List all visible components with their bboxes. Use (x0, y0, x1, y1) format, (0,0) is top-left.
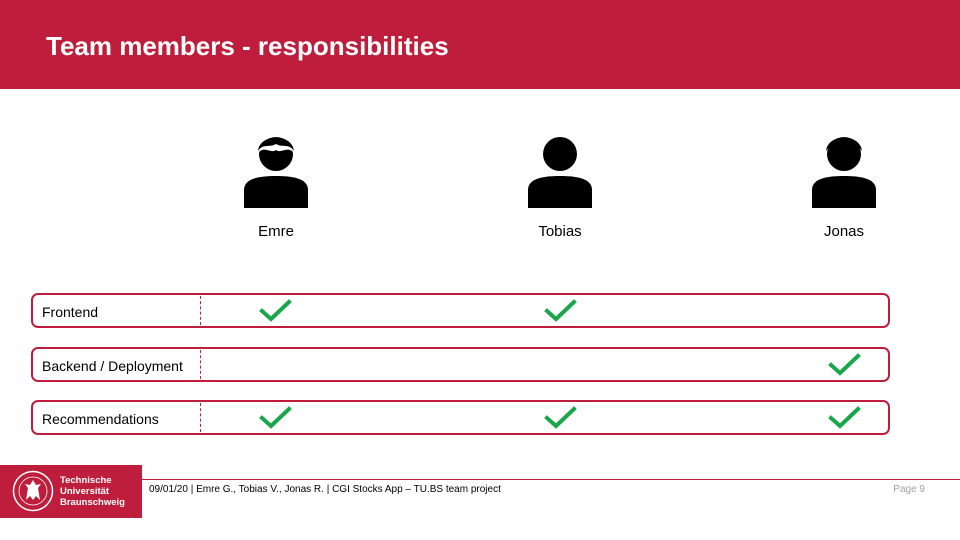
page-number: Page 9 (893, 484, 925, 495)
row-divider (200, 296, 201, 325)
responsibility-label: Recommendations (42, 411, 159, 427)
responsibility-row-frontend: Frontend (31, 293, 890, 328)
checkmark-icon (544, 406, 577, 429)
checkmark-icon (259, 406, 292, 429)
slide-title: Team members - responsibilities (46, 31, 449, 61)
person-icon (528, 137, 592, 208)
team-member-name: Tobias (538, 223, 582, 240)
team-member-emre: Emre (216, 132, 336, 240)
row-divider (200, 403, 201, 432)
checkmark-icon (544, 299, 577, 322)
responsibility-row-recommendations: Recommendations (31, 400, 890, 435)
logo-line: Technische (60, 475, 112, 486)
responsibility-row-backend: Backend / Deployment (31, 347, 890, 382)
logo-line: Braunschweig (60, 497, 125, 508)
row-divider (200, 350, 201, 379)
responsibility-label: Frontend (42, 304, 99, 320)
footer-divider (142, 479, 960, 480)
person-with-hair-icon (812, 137, 876, 208)
team-member-name: Jonas (823, 223, 865, 240)
responsibility-label: Backend / Deployment (42, 358, 183, 374)
checkmark-icon (828, 406, 861, 429)
footer-text: 09/01/20 | Emre G., Tobias V., Jonas R. … (149, 484, 501, 495)
team-member-tobias: Tobias (500, 132, 620, 240)
logo-line: Universität (60, 486, 110, 497)
person-with-hair-icon (244, 137, 308, 208)
team-member-jonas: Jonas (784, 132, 904, 240)
team-member-name: Emre (258, 223, 294, 240)
checkmark-icon (828, 353, 861, 376)
tu-braunschweig-logo: Technische Universität Braunschweig (0, 465, 142, 518)
checkmark-icon (259, 299, 292, 322)
logo-text: Technische Universität Braunschweig (60, 475, 125, 508)
university-seal-icon (12, 470, 54, 512)
title-bar: Team members - responsibilities (0, 0, 960, 89)
